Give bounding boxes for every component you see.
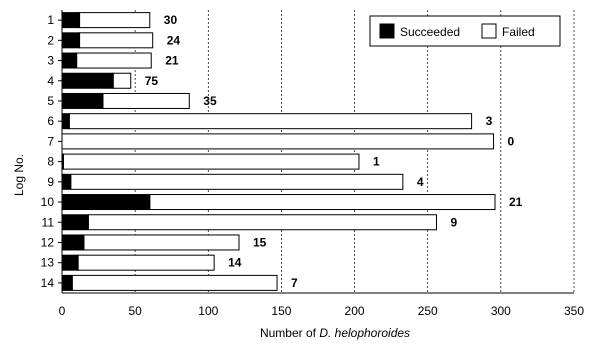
bars	[61, 12, 496, 291]
bar-failed	[87, 214, 437, 231]
legend-label: Failed	[502, 25, 535, 39]
bar-annotation: 4	[417, 175, 424, 189]
bar-succeeded	[61, 214, 89, 231]
bar-succeeded	[61, 32, 81, 49]
legend-swatch	[481, 23, 497, 39]
y-tick-label: 14	[41, 276, 55, 290]
bar-failed	[68, 113, 473, 130]
bar-annotation: 35	[203, 94, 217, 108]
x-tick-label: 100	[198, 304, 218, 318]
legend-swatch	[379, 23, 395, 39]
bar-failed	[77, 254, 215, 271]
bar-failed	[83, 234, 240, 251]
y-tick-label: 9	[47, 175, 54, 189]
bar-failed	[112, 72, 132, 89]
bar-succeeded	[61, 72, 114, 89]
bar-succeeded	[61, 234, 85, 251]
bar-failed	[61, 133, 495, 150]
y-tick-label: 5	[47, 94, 54, 108]
x-axis-title: Number of D. helophoroides	[260, 326, 410, 340]
bar-annotation: 24	[167, 33, 181, 47]
bar-failed	[149, 194, 496, 211]
bar-succeeded	[61, 52, 78, 69]
y-tick-label: 13	[41, 256, 55, 270]
bar-failed	[70, 173, 404, 190]
bar-succeeded	[61, 173, 72, 190]
x-tick-label: 0	[59, 304, 66, 318]
bar-failed	[76, 52, 152, 69]
x-tick-label: 50	[128, 304, 142, 318]
x-tick-label: 350	[564, 304, 584, 318]
bar-annotation: 0	[508, 134, 515, 148]
bar-succeeded	[61, 12, 81, 29]
bar-annotation: 9	[450, 215, 457, 229]
bar-failed	[62, 153, 360, 170]
bar-failed	[79, 12, 151, 29]
y-tick-label: 12	[41, 235, 55, 249]
y-axis-title: Log No.	[12, 154, 26, 196]
bar-annotation: 75	[145, 74, 159, 88]
y-tick-label: 11	[42, 215, 55, 229]
bar-annotation: 15	[253, 235, 267, 249]
bar-succeeded	[61, 254, 79, 271]
bar-annotation: 21	[165, 54, 179, 68]
legend-box	[369, 15, 561, 47]
gridlines	[134, 10, 575, 293]
x-axis-title-prefix: Number of	[260, 326, 319, 340]
bar-annotation: 7	[291, 276, 298, 290]
bar-succeeded	[61, 194, 151, 211]
bar-succeeded	[61, 92, 104, 109]
x-tick-label: 300	[491, 304, 511, 318]
bar-annotation: 3	[486, 114, 493, 128]
bar-failed	[79, 32, 154, 49]
y-tick-label: 6	[47, 114, 54, 128]
x-tick-label: 200	[345, 304, 365, 318]
bar-annotation: 14	[228, 256, 242, 270]
bar-succeeded	[61, 113, 70, 130]
y-tick-label: 1	[47, 13, 54, 27]
y-tick-label: 10	[41, 195, 55, 209]
y-tick-label: 7	[47, 134, 54, 148]
y-tick-label: 8	[47, 155, 54, 169]
bar-failed	[71, 274, 278, 291]
y-tick-label: 2	[47, 33, 54, 47]
x-axis-title-italic: D. helophoroides	[319, 326, 410, 340]
bar-failed	[102, 92, 190, 109]
bar-annotation: 30	[164, 13, 178, 27]
bar-annotation: 21	[509, 195, 523, 209]
bar-annotation: 1	[373, 155, 380, 169]
bar-succeeded	[61, 274, 73, 291]
x-tick-label: 150	[271, 304, 291, 318]
legend: Succeeded Failed	[369, 15, 561, 47]
y-tick-label: 3	[47, 54, 54, 68]
legend-label: Succeeded	[400, 25, 460, 39]
x-tick-label: 250	[418, 304, 438, 318]
y-tick-label: 4	[47, 74, 54, 88]
